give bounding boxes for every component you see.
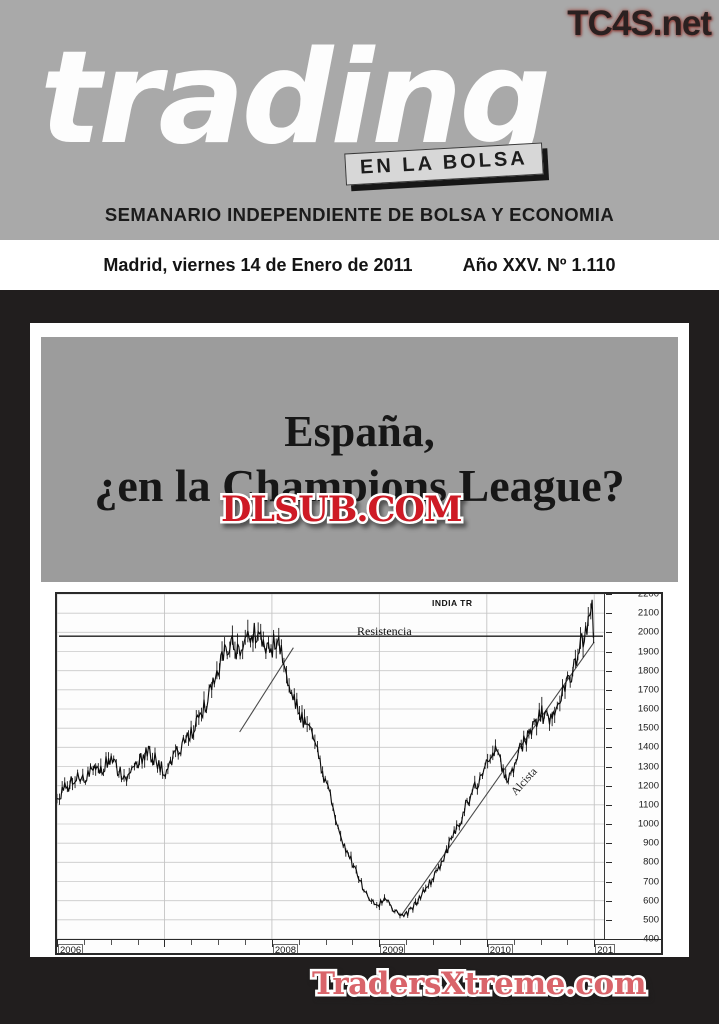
y-tick-mark: [606, 747, 612, 749]
y-tick-mark: [606, 728, 612, 730]
y-tick-label: 2000: [637, 626, 659, 638]
y-tick-mark: [606, 785, 612, 787]
headline-block: [41, 337, 678, 582]
y-tick-mark: [606, 709, 612, 710]
y-tick-label: 1300: [637, 761, 659, 772]
y-tick-label: 1100: [638, 799, 659, 811]
masthead: TC4S.net trading EN LA BOLSA SEMANARIO I…: [0, 0, 719, 240]
y-tick-label: 2100: [637, 607, 659, 619]
x-tick-mark: [433, 940, 435, 945]
x-tick-mark: [459, 940, 461, 945]
chart-x-axis: 2006 2008 2009 2010 201: [57, 939, 661, 955]
x-tick-label: 2010: [487, 944, 513, 955]
y-tick-label: 2200: [637, 592, 659, 600]
y-tick-mark: [606, 594, 612, 595]
masthead-subtitle: SEMANARIO INDEPENDIENTE DE BOLSA Y ECONO…: [104, 204, 615, 225]
x-tick-mark: [379, 940, 381, 947]
y-tick-label: 1700: [637, 684, 659, 696]
y-tick-label: 1600: [637, 703, 659, 715]
headline-line-2: ¿en la Champions League?: [94, 459, 625, 511]
magazine-title: trading: [40, 24, 551, 173]
y-tick-label: 800: [643, 856, 659, 868]
en-la-bolsa-label: EN LA BOLSA: [359, 147, 529, 179]
y-tick-mark: [606, 651, 612, 653]
cover-headline: España, ¿en la Champions League?: [41, 337, 678, 582]
x-tick-mark: [191, 940, 193, 945]
y-tick-mark: [606, 843, 612, 845]
y-tick-mark: [606, 862, 612, 864]
x-tick-mark: [325, 940, 327, 945]
resistencia-label: Resistencia: [357, 624, 412, 638]
x-tick-mark: [110, 940, 112, 945]
y-tick-mark: [606, 900, 612, 902]
y-tick-label: 700: [643, 876, 659, 887]
price-series-line: [57, 599, 594, 918]
y-tick-mark: [606, 689, 612, 691]
y-tick-label: 1200: [637, 780, 659, 792]
x-tick-label: 2008: [272, 944, 299, 955]
date-bar: Madrid, viernes 14 de Enero de 2011 Año …: [0, 240, 719, 290]
y-tick-mark: [606, 613, 612, 615]
alcista-trendline: [400, 641, 595, 917]
x-tick-mark: [540, 940, 542, 945]
x-tick-mark: [164, 940, 166, 947]
y-tick-label: 500: [643, 914, 659, 926]
issue-number: Año XXV. Nº 1.110: [462, 254, 616, 275]
y-tick-mark: [606, 824, 612, 825]
chart-panel: INDIA TR Resistencia Alcista 400 500 600 70…: [55, 592, 663, 955]
y-tick-label: 1900: [637, 646, 659, 657]
y-tick-mark: [606, 632, 612, 634]
y-tick-label: 900: [643, 837, 659, 849]
chart-y-axis: 400 500 600 700 800 900 1000 1100 1200 1300 1400 15…: [606, 592, 661, 945]
x-tick-mark: [83, 940, 85, 945]
x-tick-mark: [57, 940, 58, 947]
x-tick-mark: [271, 940, 273, 947]
chart-horizontal-gridlines: [57, 594, 604, 939]
chart-title: INDIA TR: [432, 598, 473, 608]
y-tick-label: 1400: [637, 741, 659, 753]
price-series-noise: [57, 603, 594, 919]
chart-plot-area: [57, 594, 605, 939]
short-trendline: [239, 647, 294, 733]
x-tick-mark: [513, 940, 515, 945]
headline-line-1: España,: [284, 406, 435, 456]
y-tick-mark: [606, 670, 612, 672]
x-tick-mark: [218, 940, 220, 945]
y-tick-mark: [606, 881, 612, 883]
tradersxtreme-watermark: TradersXtreme.com: [309, 964, 649, 1005]
tc4s-logo: TC4S.net: [567, 4, 712, 43]
x-tick-label: 2009: [380, 944, 406, 955]
y-tick-label: 1800: [637, 665, 659, 677]
x-tick-mark: [594, 940, 596, 947]
y-tick-label: 600: [643, 895, 659, 907]
x-tick-mark: [137, 940, 139, 945]
magazine-logo-wrap: trading: [0, 34, 719, 170]
place-date: Madrid, viernes 14 de Enero de 2011: [103, 254, 413, 275]
y-tick-label: 1000: [637, 818, 659, 830]
dlsub-watermark: DLSUB.COM: [219, 487, 466, 533]
y-tick-mark: [606, 766, 612, 768]
x-tick-mark: [245, 940, 247, 945]
x-tick-label: 201: [595, 944, 616, 955]
y-tick-label: 1500: [637, 722, 659, 734]
x-tick-label: 2006: [58, 944, 84, 955]
x-tick-mark: [352, 940, 354, 945]
x-tick-mark: [567, 940, 569, 945]
y-tick-mark: [606, 919, 612, 921]
x-tick-mark: [298, 940, 300, 945]
x-tick-mark: [486, 940, 488, 947]
x-tick-mark: [406, 940, 408, 945]
chart-svg: [57, 594, 604, 939]
y-tick-mark: [606, 804, 612, 806]
